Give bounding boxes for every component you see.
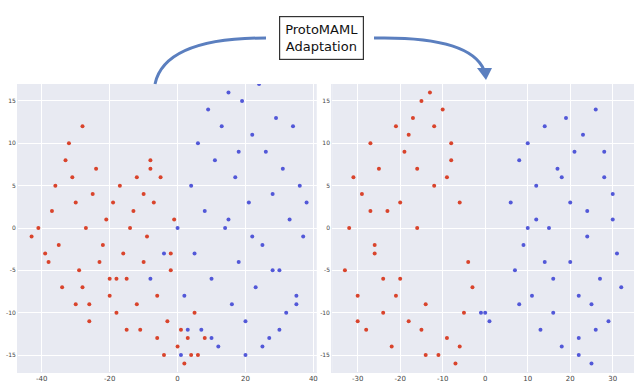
svg-text:ProtoMAMLAdaptation: ProtoMAMLAdaptation (285, 22, 358, 54)
svg-text:20: 20 (566, 375, 575, 383)
svg-text:10: 10 (523, 375, 532, 383)
svg-text:-15: -15 (6, 351, 16, 358)
svg-text:0: 0 (175, 375, 179, 383)
svg-text:-10: -10 (437, 375, 448, 383)
svg-text:-15: -15 (320, 351, 330, 358)
svg-text:-30: -30 (352, 375, 363, 383)
svg-text:5: 5 (12, 182, 16, 189)
svg-text:30: 30 (608, 375, 617, 383)
svg-text:0: 0 (326, 224, 330, 231)
svg-text:-40: -40 (36, 375, 47, 383)
svg-text:-5: -5 (10, 266, 16, 273)
svg-text:-5: -5 (324, 266, 330, 273)
svg-text:0: 0 (12, 224, 16, 231)
svg-text:0: 0 (483, 375, 487, 383)
svg-text:-10: -10 (320, 309, 330, 316)
svg-text:-20: -20 (394, 375, 405, 383)
svg-text:5: 5 (326, 182, 330, 189)
svg-text:40: 40 (309, 375, 318, 383)
svg-text:20: 20 (241, 375, 250, 383)
svg-text:-10: -10 (6, 309, 16, 316)
svg-text:10: 10 (322, 139, 330, 146)
svg-text:10: 10 (8, 139, 16, 146)
svg-text:15: 15 (8, 97, 16, 104)
svg-text:15: 15 (322, 97, 330, 104)
svg-text:-20: -20 (104, 375, 115, 383)
